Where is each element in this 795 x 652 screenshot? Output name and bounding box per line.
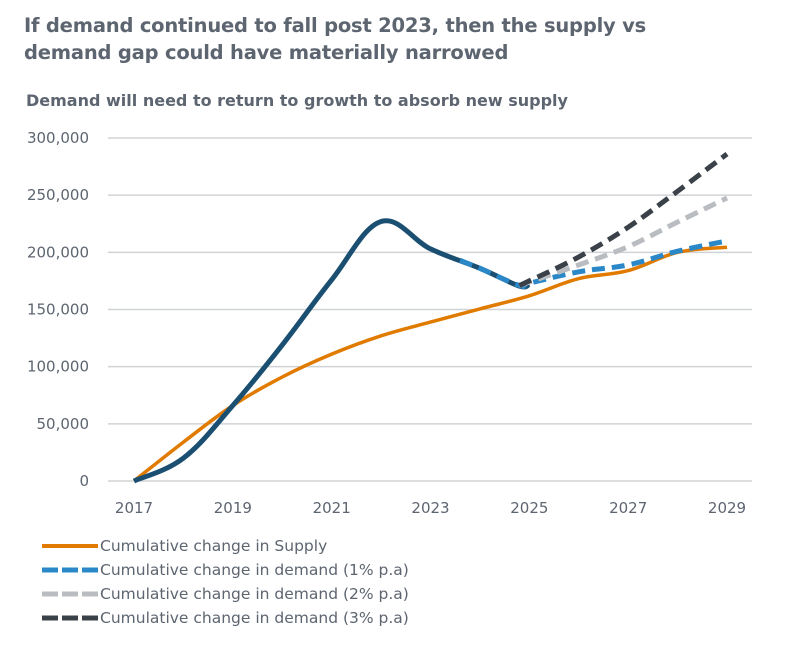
series-line-cumulative-change-in-demand-historic: [132, 218, 531, 484]
y-tick-label: 200,000: [27, 243, 89, 261]
y-tick-label: 100,000: [27, 358, 89, 376]
legend-swatch-demand-1pct: [42, 567, 98, 573]
y-tick-label: 0: [79, 472, 89, 490]
y-axis-tick-labels: 0 50,000 100,000 150,000 200,000 250,000 300,0…: [27, 129, 89, 490]
legend-item-demand-1pct: Cumulative change in demand (1% p.a): [40, 558, 409, 582]
x-tick-label: 2025: [510, 499, 548, 517]
y-tick-label: 50,000: [37, 415, 90, 433]
gridlines: [108, 137, 752, 482]
series-line-cumulative-change-in-demand-3-p-a: [518, 152, 729, 288]
legend-item-demand-2pct: Cumulative change in demand (2% p.a): [40, 582, 409, 606]
series-line-cumulative-change-in-demand-1-p-a: [459, 238, 728, 290]
legend-label-demand-3pct: Cumulative change in demand (3% p.a): [100, 609, 409, 627]
x-tick-label: 2027: [609, 499, 647, 517]
x-tick-label: 2021: [313, 499, 351, 517]
x-axis-tick-labels: 2017 2019 2021 2023 2025 2027 2029: [115, 499, 746, 517]
legend-swatch-supply: [42, 544, 98, 548]
line-chart: 0 50,000 100,000 150,000 200,000 250,000 300,0…: [27, 129, 752, 517]
legend-swatch-demand-3pct: [42, 615, 98, 621]
legend: Cumulative change in Supply Cumulative c…: [40, 534, 409, 630]
legend-swatch-demand-2pct: [42, 591, 98, 597]
x-tick-label: 2029: [708, 499, 746, 517]
x-tick-label: 2017: [115, 499, 153, 517]
x-tick-label: 2023: [411, 499, 449, 517]
series-lines: [132, 152, 729, 484]
legend-item-supply: Cumulative change in Supply: [40, 534, 409, 558]
legend-label-supply: Cumulative change in Supply: [100, 537, 328, 555]
y-tick-label: 250,000: [27, 186, 89, 204]
y-tick-label: 300,000: [27, 129, 89, 147]
legend-item-demand-3pct: Cumulative change in demand (3% p.a): [40, 606, 409, 630]
y-tick-label: 150,000: [27, 301, 89, 319]
legend-label-demand-2pct: Cumulative change in demand (2% p.a): [100, 585, 409, 603]
chart-title: If demand continued to fall post 2023, t…: [24, 14, 647, 64]
series-line-cumulative-change-in-supply: [132, 245, 728, 483]
chart-subtitle: Demand will need to return to growth to …: [26, 91, 568, 110]
legend-label-demand-1pct: Cumulative change in demand (1% p.a): [100, 561, 409, 579]
x-tick-label: 2019: [214, 499, 252, 517]
